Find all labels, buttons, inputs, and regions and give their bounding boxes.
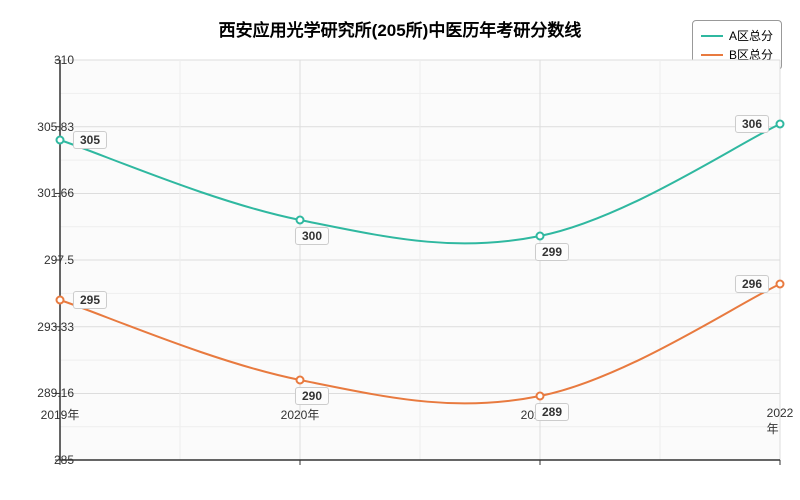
y-tick-label: 305.83 <box>37 120 74 134</box>
data-point-label: 306 <box>735 115 769 133</box>
x-tick-label: 2020年 <box>281 406 320 423</box>
y-tick-label: 293.33 <box>37 320 74 334</box>
plot-svg <box>60 60 780 460</box>
data-point-label: 295 <box>73 291 107 309</box>
y-tick-label: 301.66 <box>37 186 74 200</box>
data-point-label: 290 <box>295 387 329 405</box>
legend-item-a: A区总分 <box>701 27 773 44</box>
y-tick-label: 289.16 <box>37 386 74 400</box>
y-tick-label: 310 <box>54 53 74 67</box>
y-tick-label: 285 <box>54 453 74 467</box>
chart-title: 西安应用光学研究所(205所)中医历年考研分数线 <box>0 16 800 41</box>
legend-swatch-b <box>701 54 723 56</box>
data-point-label: 289 <box>535 403 569 421</box>
data-point-label: 296 <box>735 275 769 293</box>
data-point-label: 305 <box>73 131 107 149</box>
data-point-label: 299 <box>535 243 569 261</box>
plot-area <box>60 60 780 460</box>
legend-swatch-a <box>701 35 723 37</box>
data-point-label: 300 <box>295 227 329 245</box>
x-tick-label: 2019年 <box>41 406 80 423</box>
chart-container: 西安应用光学研究所(205所)中医历年考研分数线 A区总分 B区总分 28528… <box>0 0 800 500</box>
legend-label-a: A区总分 <box>729 27 773 44</box>
x-tick-label: 2022年 <box>767 406 794 437</box>
y-tick-label: 297.5 <box>44 253 74 267</box>
